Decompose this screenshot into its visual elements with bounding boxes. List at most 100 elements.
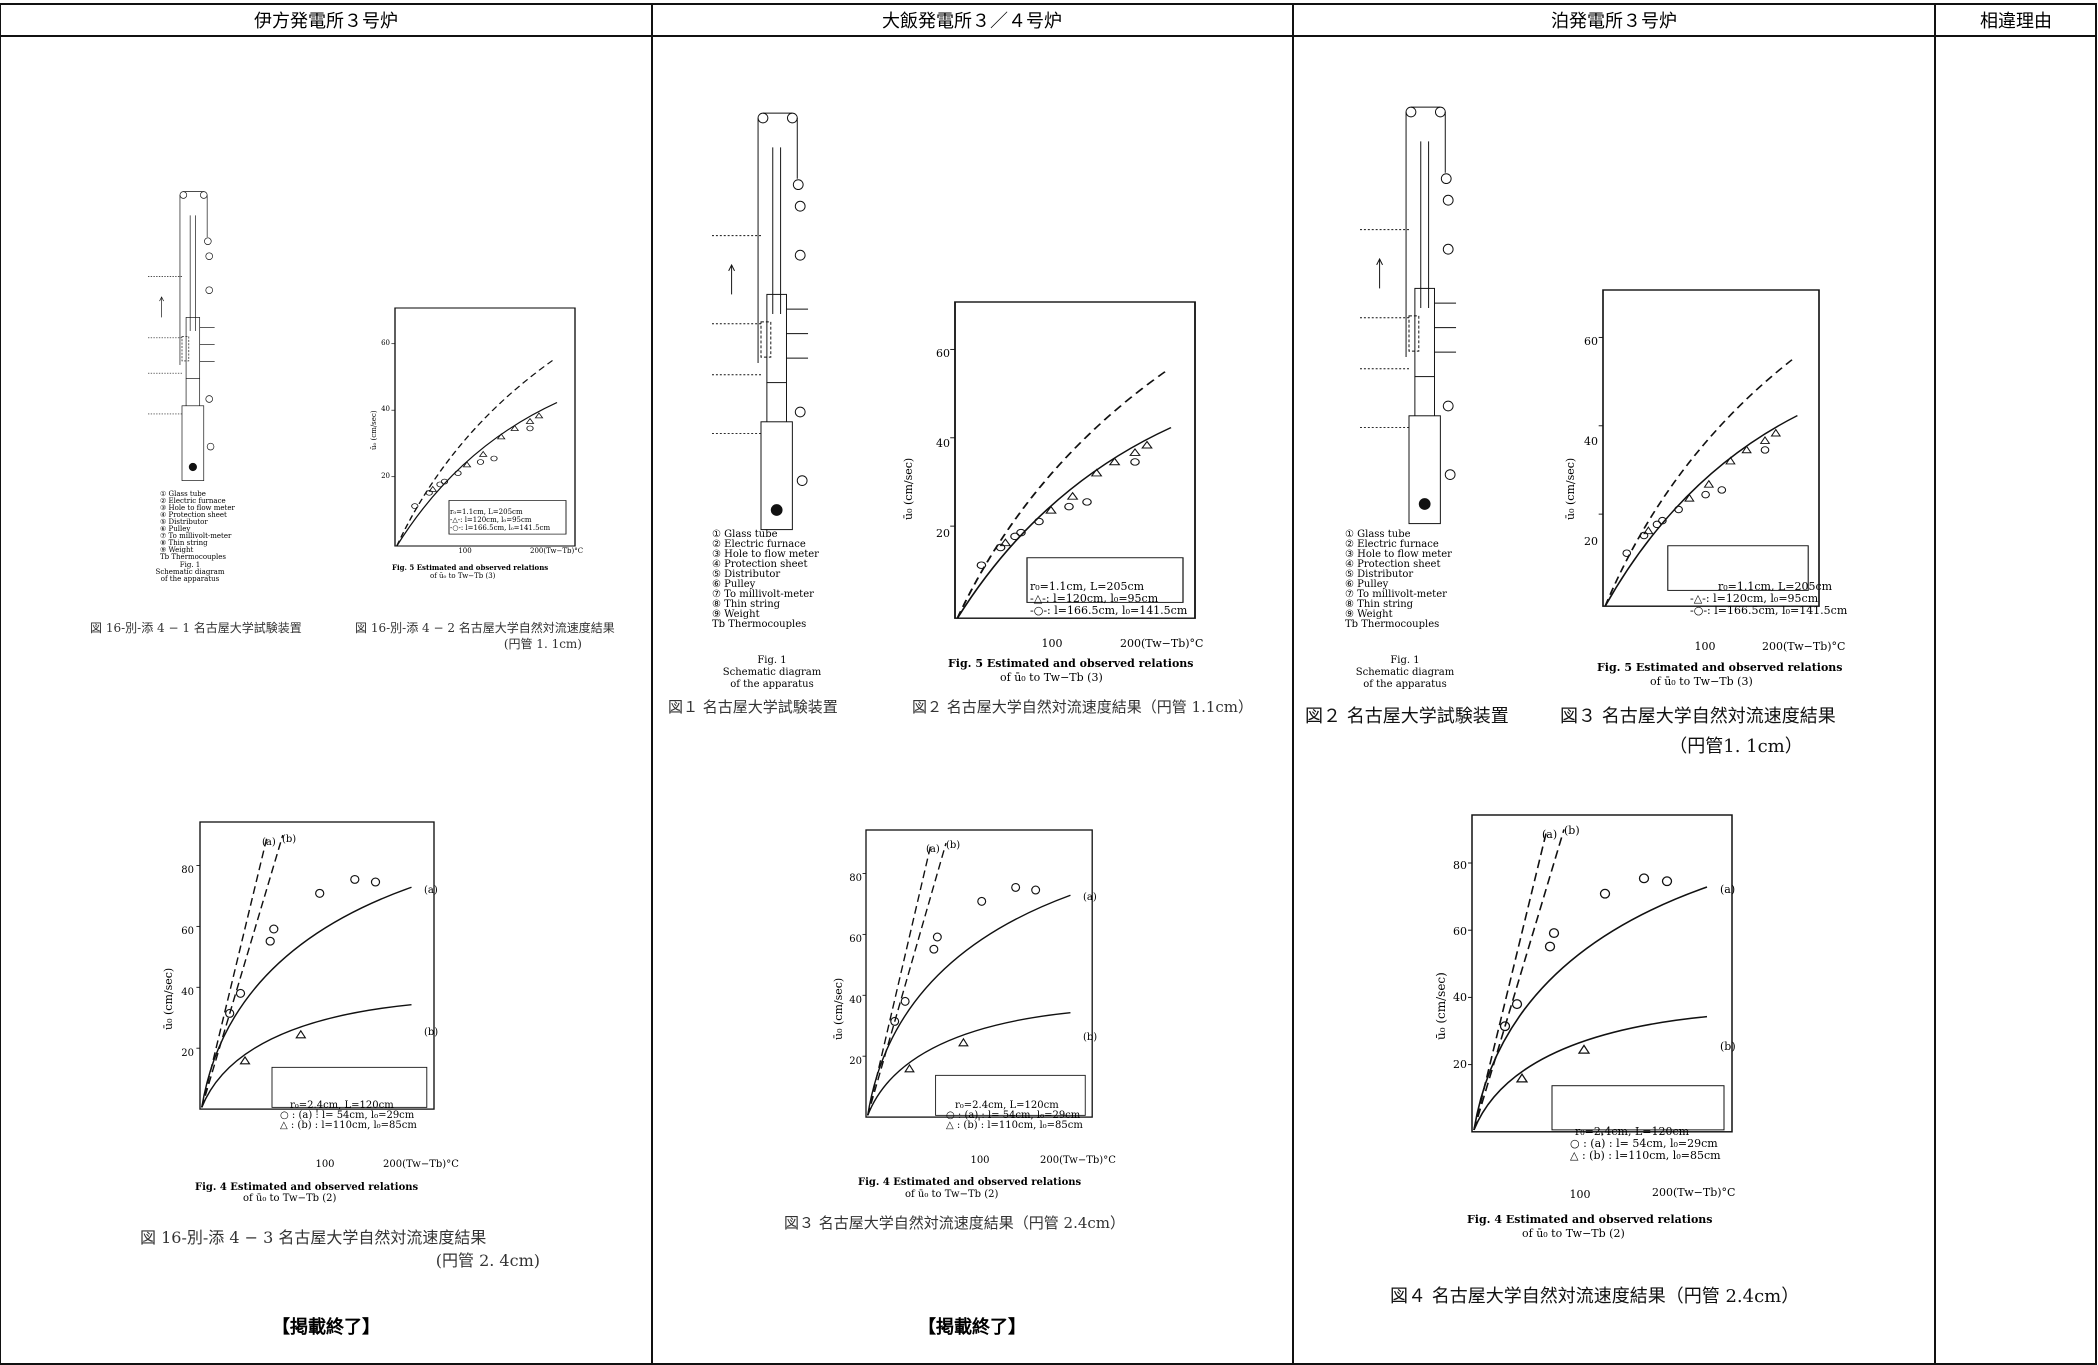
svg-text:60: 60 (936, 347, 950, 360)
svg-text:Fig. 1: Fig. 1 (180, 561, 200, 569)
svg-text:40: 40 (1584, 435, 1598, 448)
svg-text:Fig. 4 Estimated and observe: Fig. 4 Estimated and observed relations (858, 1177, 1082, 1188)
svg-text:-○-: l=166.5cm, l₀=141.5cm: -○-: l=166.5cm, l₀=141.5cm (1690, 604, 1848, 617)
col2-caption-fig2: 図２ 名古屋大学自然対流速度結果（円管 1.1cm） (912, 698, 1253, 716)
svg-text:20: 20 (936, 527, 950, 540)
svg-text:200(Tw−Tb)°C: 200(Tw−Tb)°C (383, 1159, 459, 1170)
svg-text:of the apparatus: of the apparatus (161, 575, 220, 583)
col1-caption-fig2: 図 16-別-添 4 − 2 名古屋大学自然対流速度結果 (355, 620, 615, 635)
svg-text:③ Hole to flow meter: ③ Hole to flow meter (1345, 549, 1452, 560)
svg-text:ū₀ (cm/sec): ū₀ (cm/sec) (832, 978, 845, 1040)
svg-text:④ Protection sheet: ④ Protection sheet (160, 511, 227, 519)
svg-text:20: 20 (1584, 535, 1598, 548)
col2-apparatus-legend: ① Glass tube ② Electric furnace ③ Hole t… (712, 529, 822, 690)
col3-caption-fig3: 図３ 名古屋大学自然対流速度結果 (1560, 706, 1836, 727)
svg-text:○ : (a) : l= 54cm, l₀=29cm: ○ : (a) : l= 54cm, l₀=29cm (280, 1110, 415, 1121)
col1-end-mark: 【掲載終了】 (272, 1316, 380, 1338)
col1-fig5-labels: 60 40 20 ū₀ (cm/sec) 100 200(Tw−Tb)°C r₀… (370, 339, 583, 580)
svg-text:-○-: l=166.5cm, l₀=141.5cm: -○-: l=166.5cm, l₀=141.5cm (450, 524, 550, 532)
header-reason: 相違理由 (1980, 11, 2052, 32)
svg-text:(a): (a) (926, 844, 940, 855)
svg-text:20: 20 (849, 1056, 862, 1067)
svg-text:80: 80 (181, 865, 194, 876)
svg-text:(a): (a) (262, 837, 276, 848)
svg-text:② Electric furnace: ② Electric furnace (712, 539, 806, 550)
svg-text:(a): (a) (1542, 828, 1557, 841)
col1-caption-fig3: 図 16-別-添 4 − 3 名古屋大学自然対流速度結果 (140, 1228, 486, 1247)
col2-caption-fig1: 図１ 名古屋大学試験装置 (668, 698, 838, 716)
svg-text:-△-: l=120cm, l₀=95cm: -△-: l=120cm, l₀=95cm (1690, 592, 1819, 605)
col3-apparatus-figure (1359, 106, 1457, 525)
svg-text:Fig. 5 Estimated and observe: Fig. 5 Estimated and observed relations (1597, 661, 1843, 674)
svg-text:of ū₀ to Tw−Tb (3): of ū₀ to Tw−Tb (3) (430, 572, 496, 580)
col3-fig5-chart (1597, 289, 1820, 608)
svg-text:80: 80 (849, 873, 862, 884)
svg-text:○ : (a) : l= 54cm, l₀=29cm: ○ : (a) : l= 54cm, l₀=29cm (1570, 1137, 1718, 1150)
svg-text:60: 60 (381, 339, 390, 347)
svg-text:60: 60 (1453, 925, 1467, 938)
svg-text:200(Tw−Tb)°C: 200(Tw−Tb)°C (1652, 1186, 1735, 1199)
table-grid (0, 3, 2097, 1365)
svg-text:① Glass tube: ① Glass tube (1345, 529, 1411, 540)
svg-text:Tb Thermocouples: Tb Thermocouples (1345, 619, 1439, 630)
col2-fig4-chart (861, 829, 1093, 1122)
col1-caption-fig3-sub: (円管 2. 4cm) (436, 1251, 540, 1270)
svg-text:⑨ Weight: ⑨ Weight (1345, 609, 1393, 620)
svg-text:-○-: l=166.5cm, l₀=141.5cm: -○-: l=166.5cm, l₀=141.5cm (1030, 604, 1188, 617)
col1-fig4-chart (195, 821, 435, 1114)
svg-text:Schematic diagram: Schematic diagram (723, 667, 822, 678)
col3-caption-fig2: 図２ 名古屋大学試験装置 (1305, 706, 1509, 727)
svg-text:⑥ Pulley: ⑥ Pulley (1345, 579, 1389, 590)
svg-text:100: 100 (1042, 637, 1063, 650)
svg-text:40: 40 (181, 987, 194, 998)
svg-text:of ū₀ to Tw−Tb (3): of ū₀ to Tw−Tb (3) (1650, 675, 1753, 688)
svg-text:Schematic diagram: Schematic diagram (1356, 667, 1455, 678)
col2-fig5-labels: 60 40 20 ū₀ (cm/sec) 100 200(Tw−Tb)°C r₀… (902, 347, 1203, 684)
col2-fig4-labels: 80 60 40 20 ū₀ (cm/sec) (a) (b) (a) (b) … (832, 840, 1116, 1200)
svg-text:⑤ Distributor: ⑤ Distributor (712, 569, 780, 580)
svg-text:⑨ Weight: ⑨ Weight (160, 546, 193, 554)
svg-text:20: 20 (381, 472, 390, 480)
header-ohi: 大飯発電所３／４号炉 (882, 11, 1062, 32)
svg-text:③ Hole to flow meter: ③ Hole to flow meter (160, 504, 236, 512)
svg-text:(a): (a) (1720, 883, 1735, 896)
svg-text:⑤ Distributor: ⑤ Distributor (160, 518, 208, 526)
col2-apparatus-figure (711, 112, 809, 531)
col3-caption-fig4: 図４ 名古屋大学自然対流速度結果（円管 2.4cm） (1390, 1286, 1799, 1307)
svg-text:of ū₀ to Tw−Tb (2): of ū₀ to Tw−Tb (2) (243, 1193, 337, 1204)
svg-text:ū₀ (cm/sec): ū₀ (cm/sec) (902, 458, 915, 520)
svg-text:(b): (b) (1720, 1040, 1736, 1053)
col3-fig4-chart (1467, 814, 1733, 1137)
header-tomari: 泊発電所３号炉 (1551, 11, 1677, 32)
svg-text:⑥ Pulley: ⑥ Pulley (160, 525, 190, 533)
svg-text:200(Tw−Tb)°C: 200(Tw−Tb)°C (1040, 1155, 1116, 1166)
svg-text:⑧ Thin string: ⑧ Thin string (1345, 599, 1414, 610)
svg-text:r₀=1.1cm, L=205cm: r₀=1.1cm, L=205cm (1030, 580, 1145, 593)
col1-fig4-labels: 80 60 40 20 ū₀ (cm/sec) (a) (b) (a) (b) … (162, 834, 459, 1204)
svg-text:(b): (b) (1564, 824, 1580, 837)
svg-text:40: 40 (936, 437, 950, 450)
svg-text:200(Tw−Tb)°C: 200(Tw−Tb)°C (1120, 637, 1203, 650)
svg-text:r₀=2.4cm, L=120cm: r₀=2.4cm, L=120cm (290, 1100, 394, 1111)
svg-text:④ Protection sheet: ④ Protection sheet (712, 559, 808, 570)
svg-text:r₀=1.1cm, L=205cm: r₀=1.1cm, L=205cm (450, 508, 523, 516)
svg-text:of ū₀ to Tw−Tb (2): of ū₀ to Tw−Tb (2) (1522, 1227, 1625, 1240)
svg-text:Schematic diagram: Schematic diagram (156, 568, 225, 576)
header-ikata: 伊方発電所３号炉 (254, 11, 398, 32)
svg-text:△ : (b) : l=110cm, l₀=85cm: △ : (b) : l=110cm, l₀=85cm (1570, 1149, 1721, 1162)
svg-text:60: 60 (1584, 335, 1598, 348)
svg-text:20: 20 (181, 1048, 194, 1059)
svg-text:r₀=1.1cm, L=205cm: r₀=1.1cm, L=205cm (1718, 580, 1833, 593)
svg-text:ū₀ (cm/sec): ū₀ (cm/sec) (370, 410, 378, 450)
svg-text:(a): (a) (1083, 892, 1097, 903)
col2-fig5-chart (949, 301, 1196, 620)
svg-text:20: 20 (1453, 1058, 1467, 1071)
svg-text:⑦ To millivolt-meter: ⑦ To millivolt-meter (1345, 589, 1447, 600)
svg-text:of the apparatus: of the apparatus (730, 679, 814, 690)
svg-text:Fig. 4 Estimated and observe: Fig. 4 Estimated and observed relations (1467, 1213, 1713, 1226)
col1-apparatus-figure (147, 191, 215, 481)
svg-text:⑦ To millivolt-meter: ⑦ To millivolt-meter (712, 589, 814, 600)
svg-text:Fig. 5 Estimated and observe: Fig. 5 Estimated and observed relations (392, 563, 548, 572)
svg-text:△ : (b) : l=110cm, l₀=85cm: △ : (b) : l=110cm, l₀=85cm (280, 1120, 417, 1131)
